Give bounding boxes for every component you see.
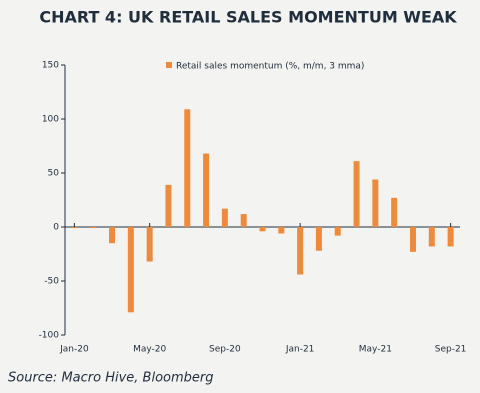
bar bbox=[428, 227, 435, 247]
x-tick-label: Sep-20 bbox=[209, 345, 241, 355]
x-tick-label: May-20 bbox=[133, 345, 166, 355]
bar bbox=[297, 227, 304, 275]
bar bbox=[278, 227, 285, 234]
x-tick-label: Sep-21 bbox=[435, 345, 467, 355]
y-tick-label: 100 bbox=[42, 115, 59, 125]
bar bbox=[372, 179, 379, 227]
bar bbox=[353, 161, 360, 227]
legend-swatch bbox=[166, 62, 172, 68]
bar bbox=[221, 208, 228, 227]
bar bbox=[315, 227, 322, 251]
bar bbox=[184, 109, 191, 227]
y-tick-label: -100 bbox=[39, 331, 60, 341]
bar bbox=[109, 227, 116, 244]
y-tick-label: 150 bbox=[42, 61, 59, 71]
legend-label: Retail sales momentum (%, m/m, 3 mma) bbox=[176, 62, 364, 72]
bar bbox=[165, 184, 172, 227]
bar bbox=[146, 227, 153, 262]
bar bbox=[259, 227, 266, 232]
bar bbox=[203, 153, 210, 227]
bar bbox=[391, 197, 398, 227]
bar bbox=[447, 227, 454, 247]
bar bbox=[240, 214, 247, 227]
y-tick-label: 50 bbox=[48, 169, 60, 179]
x-tick-label: Jan-20 bbox=[59, 345, 89, 355]
bar bbox=[127, 227, 134, 313]
bar bbox=[334, 227, 341, 236]
bar bbox=[90, 227, 97, 229]
bar bbox=[409, 227, 416, 252]
source: Source: Macro Hive, Bloomberg bbox=[8, 371, 214, 386]
y-tick-label: -50 bbox=[44, 277, 59, 287]
x-tick-label: Jan-21 bbox=[285, 345, 315, 355]
chart-title: CHART 4: UK RETAIL SALES MOMENTUM WEAK bbox=[39, 8, 457, 27]
y-tick-label: 0 bbox=[53, 223, 59, 233]
x-tick-label: May-21 bbox=[359, 345, 392, 355]
bar bbox=[71, 227, 78, 229]
